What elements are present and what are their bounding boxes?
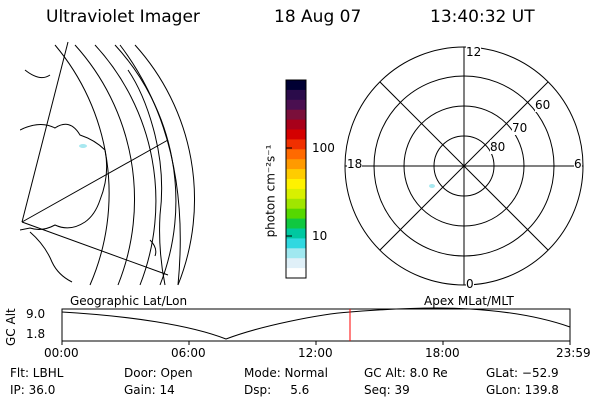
- mode-info: Mode: Normal: [244, 366, 328, 380]
- colorbar-segment: [286, 198, 306, 210]
- time-tick-1800: 18:00: [425, 346, 460, 360]
- alt-tick-high: 9.0: [26, 307, 46, 321]
- apex-caption: Apex MLat/MLT: [424, 294, 514, 308]
- alt-tick-low: 1.8: [26, 327, 46, 341]
- colorbar-segment: [286, 109, 306, 121]
- latitude-arc: [74, 44, 136, 286]
- colorbar-segment: [286, 99, 306, 111]
- colorbar-segment: [286, 218, 306, 229]
- lat-label-60: 60: [535, 98, 551, 112]
- meridian: [21, 139, 169, 223]
- coastline: [24, 69, 51, 79]
- geographic-caption: Geographic Lat/Lon: [70, 294, 188, 308]
- lat-label-70: 70: [512, 121, 528, 135]
- glat-info: GLat: −52.9: [486, 366, 559, 380]
- mlt-label-18: 18: [347, 157, 363, 171]
- altitude-curve: [61, 307, 571, 340]
- mlt-label-6: 6: [574, 157, 582, 171]
- gain-info: Gain: 14: [124, 383, 175, 397]
- colorbar-tick-100: 100: [312, 141, 335, 155]
- time-tick-0000: 00:00: [44, 346, 79, 360]
- door-info: Door: Open: [124, 366, 193, 380]
- glon-info: GLon: 139.8: [486, 383, 559, 397]
- dsp-info: Dsp: 5.6: [244, 383, 310, 397]
- colorbar-segment: [286, 89, 306, 101]
- mlt-line-diagonal: [379, 81, 549, 251]
- coastline: [149, 239, 157, 257]
- colorbar-segment: [286, 188, 306, 200]
- aurora-spot: [429, 184, 435, 188]
- globe-limb: [119, 44, 181, 286]
- colorbar-segment: [286, 238, 306, 249]
- mlt-label-12: 12: [466, 45, 482, 59]
- meridian: [21, 41, 69, 223]
- observation-time: 13:40:32 UT: [430, 7, 535, 27]
- time-tick-1200: 12:00: [298, 346, 333, 360]
- colorbar-segment: [286, 119, 306, 130]
- colorbar-segment: [286, 139, 306, 150]
- filter-info: Flt: LBHL: [10, 366, 64, 380]
- colorbar-segment: [286, 228, 306, 239]
- time-tick-0600: 06:00: [171, 346, 206, 360]
- colorbar-segment: [286, 179, 306, 190]
- colorbar-segment: [286, 248, 306, 259]
- coastline: [29, 231, 73, 283]
- colorbar-segment: [286, 149, 306, 160]
- seq-info: Seq: 39: [364, 383, 410, 397]
- colorbar-segment: [286, 159, 306, 170]
- colorbar-segment: [286, 169, 306, 180]
- colorbar-segment: [286, 80, 306, 91]
- mlt-label-0: 0: [466, 277, 474, 291]
- colorbar-segment: [286, 129, 306, 140]
- ip-info: IP: 36.0: [10, 383, 56, 397]
- colorbar-segment: [286, 268, 306, 279]
- gc-alt-info: GC Alt: 8.0 Re: [364, 366, 448, 380]
- time-tick-2359: 23:59: [556, 346, 591, 360]
- latitude-arc: [94, 44, 157, 286]
- coastline: [127, 69, 166, 286]
- gc-alt-axis-label: GC Alt: [4, 308, 18, 346]
- observation-date: 18 Aug 07: [274, 7, 362, 27]
- coastline: [20, 123, 108, 231]
- colorbar-tick-10: 10: [312, 229, 328, 243]
- instrument-title: Ultraviolet Imager: [46, 7, 200, 27]
- colorbar-segment: [286, 208, 306, 220]
- latitude-arc: [134, 44, 196, 286]
- lat-label-80: 80: [490, 140, 506, 154]
- meridian: [21, 221, 169, 276]
- colorbar-segment: [286, 258, 306, 269]
- aurora-spot: [79, 144, 87, 148]
